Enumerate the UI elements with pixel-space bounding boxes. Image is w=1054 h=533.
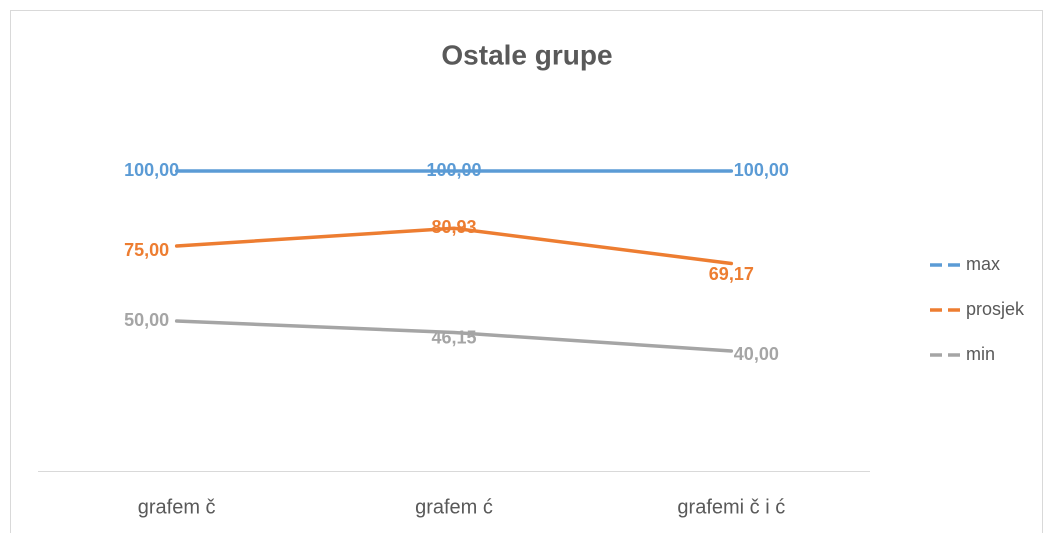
x-tick-label: grafem ć: [415, 496, 493, 518]
x-tick-label: grafemi č i ć: [677, 496, 785, 518]
chart-title: Ostale grupe: [441, 39, 612, 70]
data-label: 46,15: [431, 327, 476, 347]
legend-label: min: [966, 344, 995, 364]
data-label: 40,00: [734, 344, 779, 364]
x-tick-label: grafem č: [138, 496, 216, 518]
legend-label: max: [966, 254, 1000, 274]
data-label: 100,00: [426, 160, 481, 180]
legend-label: prosjek: [966, 299, 1025, 319]
series-line: [174, 226, 734, 266]
data-label: 50,00: [124, 310, 169, 330]
data-label: 69,17: [709, 264, 754, 284]
data-label: 100,00: [734, 160, 789, 180]
series-line: [174, 319, 734, 353]
data-label: 75,00: [124, 240, 169, 260]
chart-border: [10, 10, 1043, 533]
data-label: 80,93: [431, 217, 476, 237]
data-label: 100,00: [124, 160, 179, 180]
